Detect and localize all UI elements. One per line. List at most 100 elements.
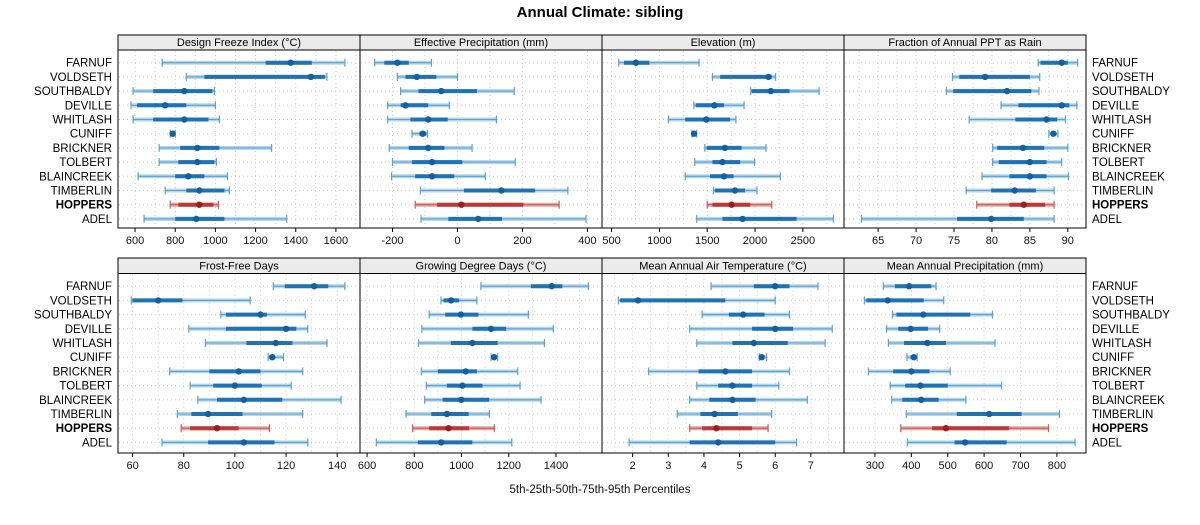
station-series-southbaldy bbox=[701, 310, 791, 319]
median-dot bbox=[728, 201, 735, 208]
axis-tick-label: 1000 bbox=[203, 235, 227, 247]
axis-tick-label: 1500 bbox=[695, 235, 719, 247]
median-dot bbox=[711, 102, 718, 109]
station-label-right-farnuf: FARNUF bbox=[1092, 281, 1138, 293]
median-dot bbox=[1019, 144, 1027, 152]
median-dot bbox=[240, 439, 248, 446]
station-label-right-whitlash: WHITLASH bbox=[1092, 338, 1151, 350]
median-dot bbox=[711, 410, 718, 418]
station-label-right-blaincreek: BLAINCREEK bbox=[1092, 171, 1165, 183]
panel-plot-area bbox=[118, 50, 360, 228]
median-dot bbox=[169, 130, 176, 137]
axis-tick-label: 120 bbox=[277, 460, 295, 472]
station-series-southbaldy bbox=[220, 310, 306, 319]
station-series-voldseth bbox=[440, 296, 478, 305]
station-label-right-whitlash: WHITLASH bbox=[1092, 115, 1151, 127]
median-dot bbox=[181, 116, 188, 123]
station-series-adel bbox=[161, 438, 309, 447]
station-label-right-deville: DEVILLE bbox=[1092, 100, 1140, 112]
station-series-whitlash bbox=[968, 115, 1067, 124]
median-dot bbox=[703, 116, 710, 123]
station-label-right-farnuf: FARNUF bbox=[1092, 58, 1138, 70]
median-dot bbox=[1026, 158, 1034, 166]
axis-tick-label: 3 bbox=[665, 460, 671, 472]
station-series-tolbert bbox=[425, 381, 521, 390]
axis-tick-label: 800 bbox=[166, 235, 184, 247]
axis-tick-label: 1400 bbox=[544, 460, 568, 472]
median-dot bbox=[917, 382, 924, 389]
median-dot bbox=[908, 368, 915, 375]
station-series-hoppers bbox=[706, 200, 773, 209]
median-dot bbox=[413, 73, 421, 81]
axis-tick-label: 90 bbox=[1062, 235, 1074, 247]
station-series-hoppers bbox=[412, 424, 495, 433]
station-series-voldseth bbox=[396, 72, 459, 81]
median-dot bbox=[475, 215, 482, 223]
station-series-hoppers bbox=[689, 424, 769, 433]
median-dot bbox=[490, 354, 498, 361]
station-series-southbaldy bbox=[400, 87, 515, 96]
station-series-farnuf bbox=[374, 58, 433, 67]
median-dot bbox=[438, 439, 445, 446]
median-dot bbox=[739, 215, 746, 223]
median-dot bbox=[721, 144, 729, 152]
axis-tick-label: 140 bbox=[328, 460, 346, 472]
median-dot bbox=[428, 173, 436, 180]
station-label-right-blaincreek: BLAINCREEK bbox=[1092, 395, 1165, 407]
median-dot bbox=[425, 116, 432, 123]
station-series-farnuf bbox=[710, 282, 819, 291]
station-series-deville bbox=[130, 101, 217, 110]
station-series-deville bbox=[689, 324, 833, 333]
median-dot bbox=[282, 325, 290, 332]
station-label-left-tolbert: TOLBERT bbox=[59, 157, 112, 169]
station-series-voldseth bbox=[185, 72, 328, 81]
axis-tick-label: 500 bbox=[939, 460, 957, 472]
axis-tick-label: 70 bbox=[910, 235, 922, 247]
station-series-tolbert bbox=[696, 381, 780, 390]
station-series-southbaldy bbox=[891, 310, 994, 319]
axis-tick-label: -200 bbox=[381, 235, 403, 247]
median-dot bbox=[942, 425, 950, 432]
panel-header bbox=[843, 257, 1087, 274]
median-dot bbox=[920, 311, 927, 318]
station-label-left-timberlin: TIMBERLIN bbox=[51, 186, 112, 198]
station-series-deville bbox=[885, 324, 941, 333]
median-dot bbox=[981, 73, 989, 81]
axis-tick-label: 1200 bbox=[496, 460, 520, 472]
station-series-farnuf bbox=[882, 282, 937, 291]
station-label-left-brickner: BRICKNER bbox=[53, 143, 112, 155]
median-dot bbox=[910, 354, 918, 361]
station-series-adel bbox=[906, 438, 1076, 447]
median-dot bbox=[729, 396, 736, 403]
median-dot bbox=[213, 425, 221, 432]
axis-tick-label: 2500 bbox=[791, 235, 815, 247]
station-series-brickner bbox=[704, 143, 767, 152]
panel-effective-precipitation-mm: Effective Precipitation (mm) -200 0 200 400 bbox=[359, 34, 603, 247]
axis-tick-label: 75 bbox=[948, 235, 960, 247]
station-series-voldseth bbox=[130, 296, 251, 305]
axis-tick-label: 1000 bbox=[647, 235, 671, 247]
median-dot bbox=[402, 102, 409, 109]
median-dot bbox=[767, 87, 775, 95]
median-dot bbox=[154, 297, 162, 304]
station-series-cuniff bbox=[690, 129, 698, 138]
median-dot bbox=[634, 297, 642, 304]
station-series-whitlash bbox=[204, 339, 328, 347]
panel-header-label: Fraction of Annual PPT as Rain bbox=[888, 37, 1041, 49]
station-label-left-adel: ADEL bbox=[82, 214, 113, 226]
median-dot bbox=[1020, 201, 1027, 208]
axis-tick-label: 300 bbox=[866, 460, 884, 472]
axis-tick-label: 1000 bbox=[449, 460, 473, 472]
station-label-right-brickner: BRICKNER bbox=[1092, 366, 1151, 378]
station-series-brickner bbox=[158, 143, 273, 152]
panel-header-label: Growing Degree Days (°C) bbox=[416, 261, 547, 273]
station-series-brickner bbox=[169, 367, 304, 376]
axis-tick-label: 1600 bbox=[324, 235, 348, 247]
station-label-right-southbaldy: SOUTHBALDY bbox=[1092, 310, 1170, 322]
median-dot bbox=[729, 382, 736, 389]
median-dot bbox=[772, 325, 779, 332]
median-dot bbox=[235, 368, 242, 375]
panel-design-freeze-index-c: Design Freeze Index (°C) 600 800 1000 1200 14… bbox=[117, 34, 361, 247]
median-dot bbox=[447, 297, 455, 304]
